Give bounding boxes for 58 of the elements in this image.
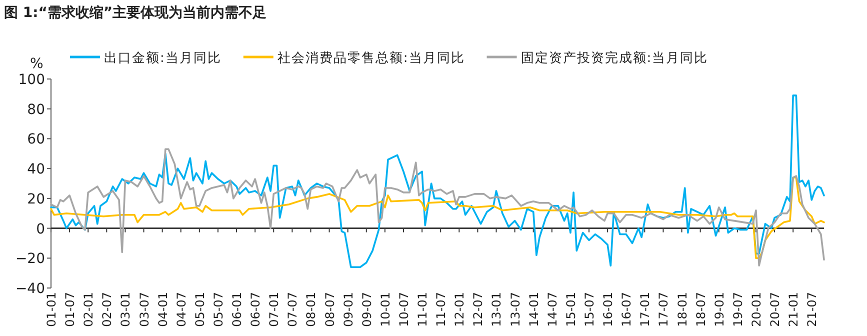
x-tick-label: 18-07 xyxy=(694,292,708,327)
y-tick-label: 80 xyxy=(27,102,45,118)
x-tick-label: 17-07 xyxy=(656,292,671,327)
x-tick-label: 16-01 xyxy=(601,292,616,327)
x-tick-label: 18-01 xyxy=(675,292,690,327)
y-tick-label: 100 xyxy=(18,72,45,88)
legend-label: 社会消费品零售总额:当月同比 xyxy=(277,51,465,66)
x-tick-label: 10-01 xyxy=(378,292,392,327)
x-tick-label: 17-01 xyxy=(638,292,652,327)
y-tick-label: 0 xyxy=(36,221,45,238)
x-tick-label: 13-01 xyxy=(490,292,504,327)
x-tick-label: 06-01 xyxy=(230,292,244,327)
x-tick-label: 19-07 xyxy=(730,292,745,327)
x-tick-label: 14-01 xyxy=(526,292,541,327)
x-tick-label: 03-07 xyxy=(137,292,152,327)
x-tick-label: 04-01 xyxy=(156,292,170,327)
line-series xyxy=(50,148,825,267)
x-tick-label: 06-07 xyxy=(248,292,263,327)
x-tick-label: 15-01 xyxy=(564,292,578,327)
x-tick-label: 12-07 xyxy=(471,292,486,327)
chart-title: 图 1:“需求收缩”主要体现为当前内需不足 xyxy=(4,4,267,21)
x-tick-label: 21-01 xyxy=(786,292,801,327)
x-tick-label: 07-01 xyxy=(267,292,282,327)
x-tick-label: 07-07 xyxy=(286,292,300,327)
x-tick-label: 10-07 xyxy=(396,292,411,327)
x-tick-label: 13-07 xyxy=(508,292,522,327)
x-tick-label: 02-01 xyxy=(82,292,96,327)
x-tick-label: 20-07 xyxy=(768,292,782,327)
x-tick-label: 02-07 xyxy=(100,292,114,327)
line-series xyxy=(50,176,825,260)
x-tick-label: 03-01 xyxy=(118,292,133,327)
x-tick-label: 21-07 xyxy=(805,292,820,327)
y-tick-label: −40 xyxy=(15,281,45,297)
x-tick-label: 12-01 xyxy=(452,292,467,327)
y-tick-label: 60 xyxy=(27,132,45,148)
x-tick-label: 09-01 xyxy=(341,292,356,327)
legend-label: 固定资产投资完成额:当月同比 xyxy=(520,50,708,66)
x-tick-label: 11-01 xyxy=(416,292,430,327)
x-tick-label: 01-07 xyxy=(63,292,78,327)
x-tick-label: 16-07 xyxy=(620,292,634,327)
x-tick-label: 15-07 xyxy=(582,292,597,327)
x-tick-label: 11-07 xyxy=(434,292,448,327)
x-tick-label: 19-01 xyxy=(712,292,726,327)
y-tick-label: 20 xyxy=(27,191,45,208)
y-tick-label: 40 xyxy=(27,162,45,178)
x-tick-label: 08-01 xyxy=(304,292,318,327)
x-tick-label: 05-01 xyxy=(192,292,207,327)
x-tick-label: 09-07 xyxy=(360,292,374,327)
x-tick-label: 08-07 xyxy=(322,292,337,327)
legend-label: 出口金额:当月同比 xyxy=(104,51,222,66)
x-tick-label: 04-07 xyxy=(174,292,188,327)
x-tick-label: 14-07 xyxy=(545,292,560,327)
x-tick-label: 01-01 xyxy=(44,292,58,327)
y-axis-title: % xyxy=(30,56,44,72)
x-tick-label: 05-07 xyxy=(211,292,226,327)
x-tick-label: 20-01 xyxy=(749,292,764,327)
line-series xyxy=(50,94,825,268)
y-tick-label: −20 xyxy=(15,251,45,268)
